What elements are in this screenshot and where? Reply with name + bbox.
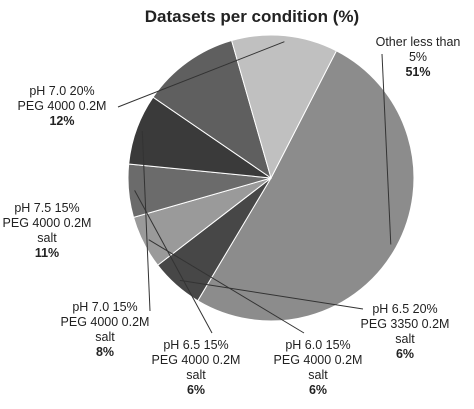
leader-line xyxy=(148,239,305,334)
leader-line xyxy=(134,190,213,334)
slice-label-line: PEG 4000 0.2M xyxy=(3,216,92,230)
pie-slices xyxy=(127,34,415,322)
slice-label-line: PEG 3350 0.2M xyxy=(361,317,450,331)
slice-label-line: salt xyxy=(186,368,206,382)
leader-line xyxy=(179,279,364,310)
slice-label-line: pH 6.5 20% xyxy=(372,302,437,316)
slice-value-label: 6% xyxy=(187,383,205,397)
leader-line xyxy=(141,131,151,312)
leader-line xyxy=(381,53,392,245)
slice-label: Other less than 5% 51% xyxy=(376,35,461,79)
slice-label-line: PEG 4000 0.2M xyxy=(18,99,107,113)
slice-label-line: salt xyxy=(395,332,415,346)
slice-label: pH 6.5 20% PEG 3350 0.2M salt 6% xyxy=(361,302,450,361)
leader-lines xyxy=(117,41,392,334)
slice-label-line: pH 6.5 15% xyxy=(163,338,228,352)
slice-label-line: salt xyxy=(37,231,57,245)
leader-line xyxy=(117,41,285,108)
slice-label: pH 6.5 15% PEG 4000 0.2M salt 6% xyxy=(152,338,241,397)
slice-label-line: PEG 4000 0.2M xyxy=(152,353,241,367)
slice-value-label: 6% xyxy=(309,383,327,397)
slice-value-label: 8% xyxy=(96,345,114,359)
slice-label: pH 7.0 20% PEG 4000 0.2M 12% xyxy=(18,84,107,128)
slice-label-line: pH 7.0 20% xyxy=(29,84,94,98)
slice-label-line: pH 7.0 15% xyxy=(72,300,137,314)
pie-slice xyxy=(152,39,272,180)
slice-label-line: pH 6.0 15% xyxy=(285,338,350,352)
chart-title: Datasets per condition (%) xyxy=(145,7,359,26)
slice-label-line: Other less than xyxy=(376,35,461,49)
slice-label: pH 7.0 15% PEG 4000 0.2M salt 8% xyxy=(61,300,150,359)
slice-value-label: 12% xyxy=(49,114,74,128)
slice-label-line: PEG 4000 0.2M xyxy=(274,353,363,367)
slice-value-label: 11% xyxy=(35,246,59,260)
slice-label-line: pH 7.5 15% xyxy=(14,201,79,215)
slice-value-label: 6% xyxy=(396,347,414,361)
slice-label: pH 6.0 15% PEG 4000 0.2M salt 6% xyxy=(274,338,363,397)
slice-value-label: 51% xyxy=(405,65,430,79)
slice-label: pH 7.5 15% PEG 4000 0.2M salt 11% xyxy=(3,201,92,260)
slice-label-line: salt xyxy=(308,368,328,382)
slice-label-line: PEG 4000 0.2M xyxy=(61,315,150,329)
slice-labels: Other less than 5% 51% pH 6.5 20% PEG 3350 0… xyxy=(3,35,461,397)
slice-label-line: 5% xyxy=(409,50,427,64)
pie-slice xyxy=(197,50,415,322)
slice-label-line: salt xyxy=(95,330,115,344)
pie-slice xyxy=(231,34,338,180)
